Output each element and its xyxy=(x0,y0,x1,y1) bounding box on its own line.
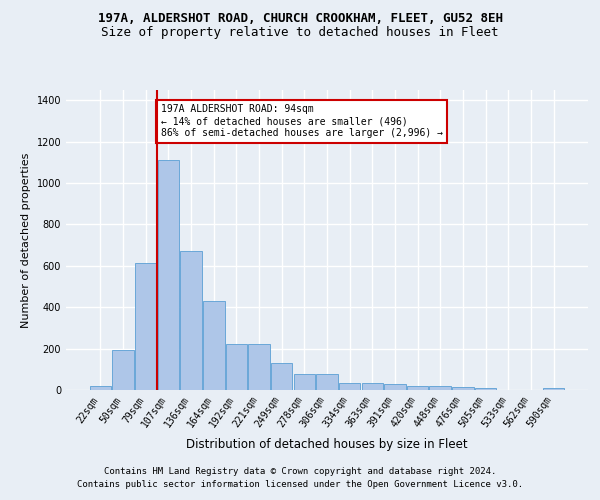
Bar xyxy=(158,160,179,390)
Bar xyxy=(181,252,202,390)
Bar xyxy=(135,263,157,390)
Bar xyxy=(475,388,496,390)
Bar xyxy=(543,388,564,390)
Bar xyxy=(407,386,428,390)
Bar xyxy=(203,301,224,390)
Y-axis label: Number of detached properties: Number of detached properties xyxy=(21,152,31,328)
Bar xyxy=(384,384,406,390)
Text: Size of property relative to detached houses in Fleet: Size of property relative to detached ho… xyxy=(101,26,499,39)
Bar xyxy=(452,387,473,390)
Bar xyxy=(248,344,270,390)
Text: 197A, ALDERSHOT ROAD, CHURCH CROOKHAM, FLEET, GU52 8EH: 197A, ALDERSHOT ROAD, CHURCH CROOKHAM, F… xyxy=(97,12,503,26)
Bar xyxy=(293,374,315,390)
Text: Contains public sector information licensed under the Open Government Licence v3: Contains public sector information licen… xyxy=(77,480,523,489)
Bar xyxy=(316,374,338,390)
Text: Contains HM Land Registry data © Crown copyright and database right 2024.: Contains HM Land Registry data © Crown c… xyxy=(104,467,496,476)
Bar xyxy=(90,386,111,390)
Text: 197A ALDERSHOT ROAD: 94sqm
← 14% of detached houses are smaller (496)
86% of sem: 197A ALDERSHOT ROAD: 94sqm ← 14% of deta… xyxy=(161,104,443,138)
Bar xyxy=(430,386,451,390)
X-axis label: Distribution of detached houses by size in Fleet: Distribution of detached houses by size … xyxy=(186,438,468,451)
Bar xyxy=(362,383,383,390)
Bar xyxy=(271,363,292,390)
Bar xyxy=(339,383,361,390)
Bar xyxy=(226,344,247,390)
Bar xyxy=(112,350,134,390)
